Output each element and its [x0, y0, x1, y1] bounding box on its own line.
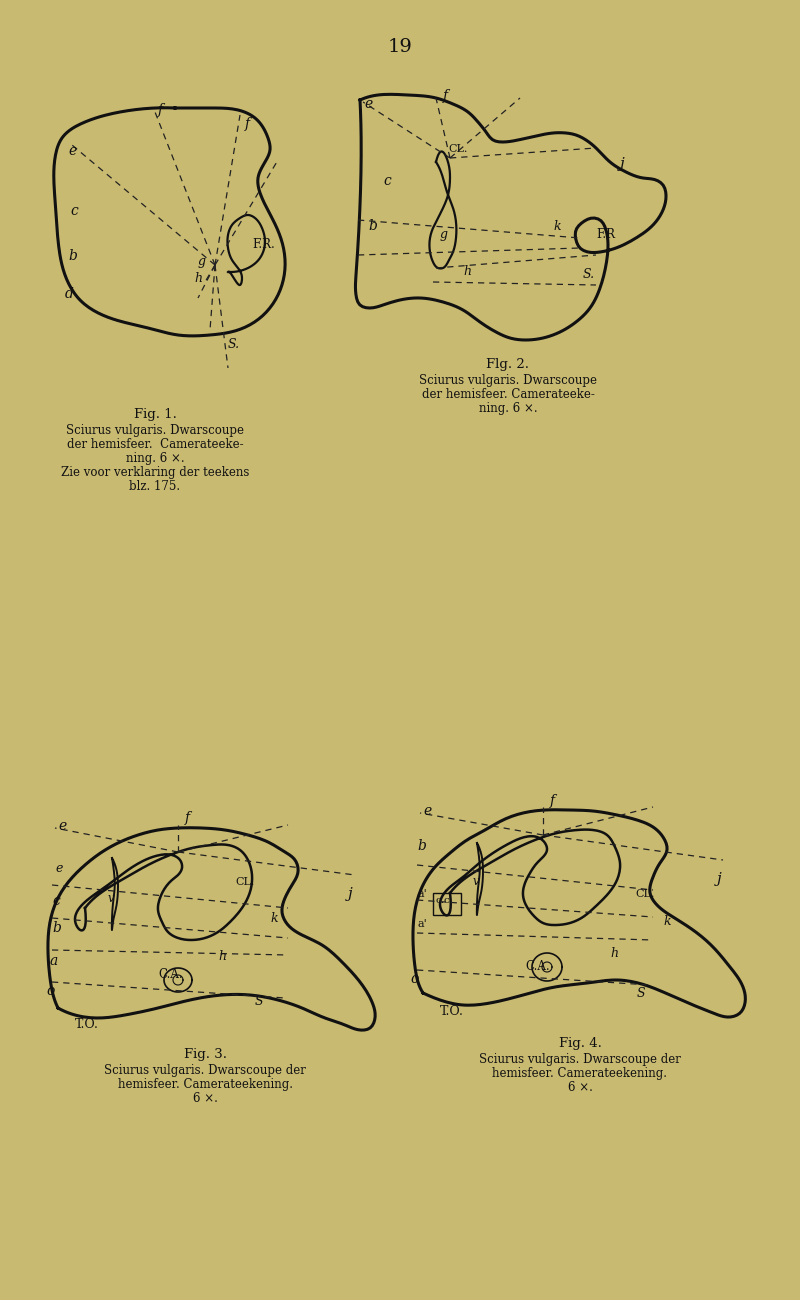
Text: CL.: CL.	[448, 144, 467, 153]
Text: Fig. 1.: Fig. 1.	[134, 408, 177, 421]
Text: a': a'	[417, 919, 426, 929]
Text: o: o	[46, 984, 54, 998]
Text: d: d	[65, 287, 74, 302]
Text: a': a'	[417, 889, 426, 900]
Text: C.A.: C.A.	[525, 959, 550, 972]
Text: e: e	[58, 819, 66, 833]
Text: b: b	[417, 838, 426, 853]
Text: 6 ×.: 6 ×.	[567, 1082, 593, 1095]
Text: 19: 19	[387, 38, 413, 56]
Text: f: f	[245, 117, 250, 131]
Text: k: k	[663, 915, 670, 928]
Text: e: e	[55, 862, 62, 875]
Text: a: a	[50, 954, 58, 968]
Text: h: h	[194, 272, 202, 285]
Text: f: f	[185, 811, 190, 826]
Text: b: b	[52, 920, 61, 935]
Text: e: e	[423, 803, 431, 818]
Text: S: S	[255, 994, 264, 1008]
Text: c: c	[383, 174, 390, 188]
Text: o: o	[410, 972, 418, 985]
Text: C.A.: C.A.	[158, 968, 182, 982]
Text: j: j	[717, 872, 722, 887]
Text: Fig. 3.: Fig. 3.	[183, 1048, 226, 1061]
Text: Flg. 2.: Flg. 2.	[486, 358, 530, 370]
Text: k: k	[270, 913, 278, 926]
Text: g: g	[198, 255, 206, 268]
Text: S.: S.	[583, 268, 595, 281]
Text: S.: S.	[228, 338, 240, 351]
Text: Sciurus vulgaris. Dwarscoupe der: Sciurus vulgaris. Dwarscoupe der	[104, 1063, 306, 1076]
Text: k: k	[553, 220, 561, 233]
Text: h: h	[463, 265, 471, 278]
Text: g: g	[440, 227, 448, 240]
Text: e: e	[364, 98, 372, 111]
Text: 6 ×.: 6 ×.	[193, 1092, 218, 1105]
Text: hemisfeer. Camerateekening.: hemisfeer. Camerateekening.	[493, 1067, 667, 1080]
Text: der hemisfeer. Camerateeke-: der hemisfeer. Camerateeke-	[422, 387, 594, 400]
Text: S: S	[637, 987, 646, 1000]
Text: b: b	[68, 250, 77, 263]
Text: h: h	[610, 946, 618, 959]
Text: der hemisfeer.  Camerateeke-: der hemisfeer. Camerateeke-	[66, 438, 243, 451]
Text: ning. 6 ×.: ning. 6 ×.	[126, 452, 184, 465]
Text: b: b	[368, 218, 377, 233]
Text: T.O.: T.O.	[75, 1018, 99, 1031]
Text: f: f	[443, 88, 448, 103]
Text: CL.: CL.	[635, 889, 654, 900]
Text: c: c	[52, 894, 60, 907]
Text: f: f	[550, 794, 555, 809]
Text: c: c	[70, 204, 78, 218]
Text: hemisfeer. Camerateekening.: hemisfeer. Camerateekening.	[118, 1078, 293, 1091]
Text: Zie voor verklaring der teekens: Zie voor verklaring der teekens	[61, 465, 249, 478]
Text: blz. 175.: blz. 175.	[130, 480, 181, 493]
Text: h: h	[218, 950, 226, 963]
Bar	[433, 893, 461, 915]
Text: F.R: F.R	[596, 227, 615, 240]
Text: ning. 6 ×.: ning. 6 ×.	[478, 402, 538, 415]
Text: Sciurus vulgaris. Dwarscoupe: Sciurus vulgaris. Dwarscoupe	[66, 424, 244, 437]
Text: Sciurus vulgaris. Dwarscoupe: Sciurus vulgaris. Dwarscoupe	[419, 374, 597, 387]
Text: T.O.: T.O.	[440, 1005, 464, 1018]
Text: v: v	[108, 892, 114, 905]
Text: CL.: CL.	[235, 878, 254, 887]
Text: Sciurus vulgaris. Dwarscoupe der: Sciurus vulgaris. Dwarscoupe der	[479, 1053, 681, 1066]
Text: j: j	[348, 887, 353, 901]
Text: e: e	[68, 144, 76, 159]
Text: f: f	[158, 103, 163, 117]
Text: v: v	[473, 875, 480, 888]
Text: j: j	[620, 157, 625, 172]
Text: F.R.: F.R.	[252, 238, 274, 251]
Text: Fig. 4.: Fig. 4.	[558, 1037, 602, 1050]
Text: c.c: c.c	[435, 896, 450, 905]
